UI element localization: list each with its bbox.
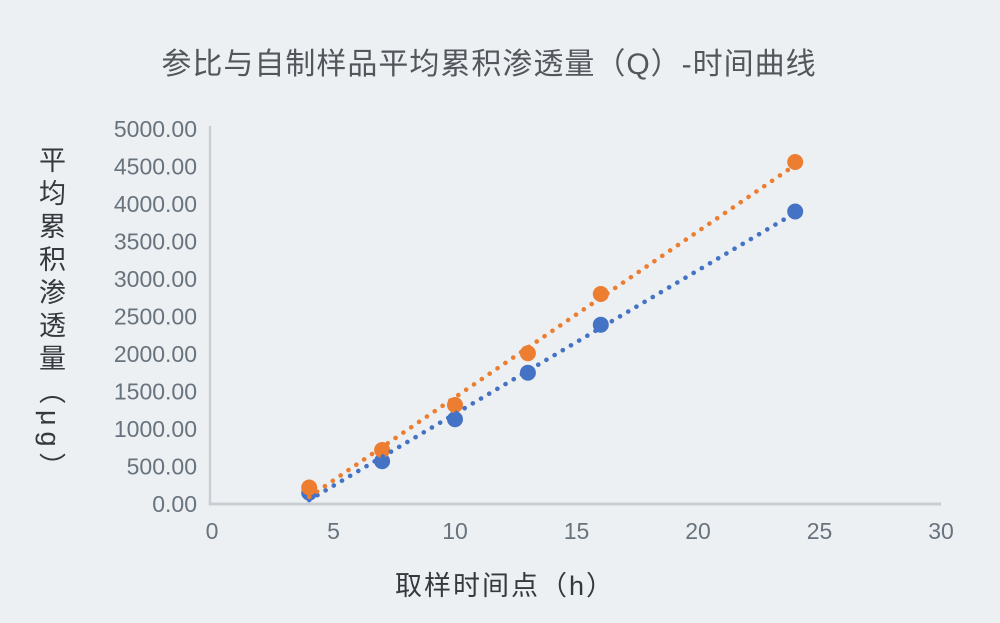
x-tick-label: 30: [928, 518, 954, 544]
x-tick-label: 15: [564, 518, 590, 544]
series-blue-point: [447, 411, 463, 428]
y-axis-title: 平均累积渗透量（μg）: [35, 146, 65, 486]
series-blue-trendline: [306, 210, 798, 503]
series-blue-point: [592, 316, 609, 333]
y-tick-label: 1500.00: [114, 379, 197, 405]
series-orange-trendline: [306, 162, 798, 500]
y-tick-label: 2000.00: [114, 341, 197, 367]
y-tick-label: 4000.00: [114, 191, 197, 217]
y-tick-label: 1000.00: [114, 416, 197, 442]
series-orange-point: [374, 442, 391, 458]
x-tick-label: 0: [206, 518, 219, 544]
y-tick-label: 3500.00: [114, 229, 197, 255]
x-tick-label: 10: [442, 518, 468, 544]
chart-title: 参比与自制样品平均累积渗透量（Q）-时间曲线: [161, 48, 817, 81]
x-tick-label: 5: [327, 518, 340, 544]
y-tick-label: 4500.00: [114, 154, 197, 180]
series-orange-point: [301, 479, 318, 496]
series-blue-point: [374, 453, 391, 470]
series-orange-point: [787, 154, 804, 170]
series-orange-point: [592, 286, 609, 302]
series-blue-point: [787, 203, 804, 220]
y-tick-label: 500.00: [127, 454, 197, 480]
y-tick-label: 5000.00: [114, 116, 197, 142]
series-orange-point: [519, 345, 536, 362]
x-tick-label: 20: [685, 518, 711, 544]
x-axis-title: 取样时间点（h）: [394, 571, 616, 601]
y-tick-label: 0.00: [152, 491, 197, 517]
x-tick-label: 25: [807, 518, 833, 544]
y-tick-label: 2500.00: [114, 304, 197, 330]
y-tick-label: 3000.00: [114, 266, 197, 292]
